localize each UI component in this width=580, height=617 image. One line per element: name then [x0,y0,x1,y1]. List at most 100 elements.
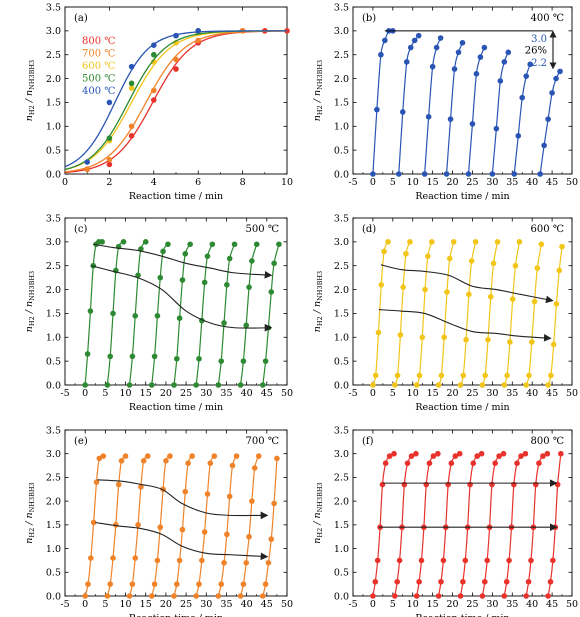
data-point [515,133,522,139]
x-tick-label: 30 [486,599,498,610]
data-point [540,453,546,459]
y-tick-label: 1.5 [46,309,61,320]
data-point [107,353,114,360]
x-tick-label: 15 [140,388,152,399]
data-point [528,557,534,564]
data-point [231,241,238,248]
y-tick-label: 3.0 [334,26,349,37]
cycle-line [491,52,509,175]
data-point [523,593,530,599]
data-point [240,358,247,364]
data-point [176,557,183,564]
y-tick-label: 0.5 [334,145,349,156]
data-point [396,557,403,564]
data-point [374,557,381,564]
data-point [545,116,551,122]
data-point [501,59,508,65]
data-point [128,123,135,130]
data-point [538,241,545,248]
x-tick-label: 15 [427,599,439,610]
data-point [477,54,484,60]
data-point [528,339,535,345]
data-point [516,239,523,245]
y-tick-label: 1.0 [334,122,349,133]
data-point [218,581,225,587]
data-point [457,593,464,599]
data-point [128,80,135,87]
cycle-line [372,241,389,386]
data-point [173,32,179,39]
trend-arrow [97,479,269,520]
y-tick-label: 1.5 [334,98,349,109]
data-point [465,171,472,177]
data-point [447,116,454,122]
data-point [411,37,418,44]
data-point [478,450,485,457]
data-point [370,593,376,599]
data-point [135,272,141,279]
y-tick-label: 0.0 [334,380,349,391]
x-tick-label: 0 [370,388,376,399]
data-point [259,593,266,599]
legend-entry: 400 ℃ [82,86,115,97]
data-point [262,581,269,587]
data-point [415,32,422,39]
data-point [224,282,230,288]
cycle-line [503,453,526,597]
data-point [512,262,519,269]
data-point [558,450,564,457]
y-tick-label: 1.0 [334,544,349,555]
data-point [165,241,171,248]
x-tick-label: 35 [506,388,518,399]
data-point [493,125,500,132]
cycle-line [372,453,395,597]
x-tick-label: 35 [506,599,518,610]
x-tick-label: 50 [281,388,293,399]
data-point [167,453,173,459]
cycle-line [173,243,191,386]
x-tick-label: 15 [427,388,439,399]
data-point [545,593,551,599]
data-point [466,291,472,298]
data-point [443,171,450,177]
data-point [527,61,533,68]
data-point [179,277,186,283]
cycle-line [84,455,104,597]
data-point [255,453,262,459]
data-point [195,37,201,44]
data-point [548,372,554,379]
cycle-line [424,37,442,175]
cycle-line [416,453,439,597]
x-tick-label: 20 [446,177,458,188]
data-point [106,99,113,106]
data-point [246,284,252,290]
data-point [485,336,491,343]
data-point [494,239,501,245]
data-point [240,581,247,587]
data-point [106,156,113,163]
data-point [378,282,385,288]
x-tick-label: -5 [348,388,357,399]
data-point [93,479,100,485]
panel-label: (b) [362,13,376,24]
data-point [452,453,459,459]
x-axis-label: Reaction time / min [415,402,509,413]
y-tick-label: 0.5 [46,145,61,156]
panel-label: (a) [74,13,88,24]
data-point [463,336,469,343]
data-point [514,460,520,467]
data-point [559,243,565,250]
data-point [460,578,466,585]
data-point [154,313,161,319]
data-point [403,250,409,257]
data-point [413,593,420,599]
data-point [523,382,530,388]
data-point [504,372,510,379]
data-point [171,382,177,388]
y-tick-label: 1.5 [46,98,61,109]
y-axis-label: nH2 / nNH3BH3 [312,60,324,121]
data-point [451,66,458,72]
data-point [148,593,155,599]
x-tick-label: 2 [106,177,112,188]
data-point [455,49,462,56]
